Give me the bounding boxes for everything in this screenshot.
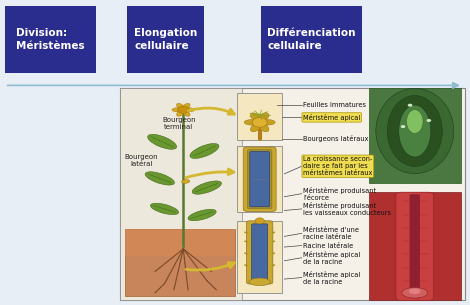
FancyBboxPatch shape: [237, 93, 282, 140]
FancyBboxPatch shape: [247, 150, 272, 209]
FancyBboxPatch shape: [261, 6, 362, 73]
Ellipse shape: [184, 108, 195, 112]
Ellipse shape: [259, 124, 269, 132]
Text: La croissance secon-
daire se fait par les
méristèmes latéraux: La croissance secon- daire se fait par l…: [303, 156, 373, 176]
Circle shape: [255, 218, 264, 224]
Ellipse shape: [259, 113, 269, 121]
FancyBboxPatch shape: [246, 221, 273, 284]
FancyBboxPatch shape: [410, 194, 420, 298]
Ellipse shape: [402, 287, 428, 298]
Ellipse shape: [251, 124, 260, 132]
Text: Méristème d'une
racine latérale: Méristème d'une racine latérale: [303, 227, 359, 240]
FancyBboxPatch shape: [369, 88, 461, 183]
Text: Bourgeon
latéral: Bourgeon latéral: [125, 154, 158, 167]
FancyBboxPatch shape: [127, 6, 204, 73]
Ellipse shape: [192, 181, 221, 194]
Ellipse shape: [261, 120, 275, 125]
Text: Méristème apical
de la racine: Méristème apical de la racine: [303, 251, 360, 265]
FancyBboxPatch shape: [250, 152, 270, 207]
FancyBboxPatch shape: [125, 229, 235, 296]
Ellipse shape: [244, 120, 258, 125]
Ellipse shape: [387, 95, 442, 167]
Circle shape: [252, 117, 267, 127]
Text: Méristème apical: Méristème apical: [303, 114, 360, 121]
FancyBboxPatch shape: [5, 6, 96, 73]
Text: Méristème apical
de la racine: Méristème apical de la racine: [303, 271, 360, 285]
Ellipse shape: [183, 103, 190, 109]
FancyBboxPatch shape: [120, 88, 465, 300]
FancyBboxPatch shape: [243, 147, 276, 211]
Circle shape: [427, 119, 431, 122]
Ellipse shape: [150, 203, 179, 215]
Text: Méristème produisant
l'écorce: Méristème produisant l'écorce: [303, 187, 376, 201]
Ellipse shape: [376, 88, 454, 174]
Text: Racine latérale: Racine latérale: [303, 242, 353, 249]
Ellipse shape: [188, 209, 216, 221]
Text: Bourgeon
terminal: Bourgeon terminal: [162, 117, 196, 130]
Ellipse shape: [183, 110, 190, 116]
Text: Division:
Méristèmes: Division: Méristèmes: [16, 28, 85, 51]
Ellipse shape: [145, 172, 174, 185]
Ellipse shape: [190, 144, 219, 158]
Ellipse shape: [249, 278, 271, 285]
FancyBboxPatch shape: [396, 192, 433, 300]
Ellipse shape: [181, 180, 190, 183]
Text: Méristème produisant
les vaisseaux conducteurs: Méristème produisant les vaisseaux condu…: [303, 202, 391, 216]
FancyBboxPatch shape: [125, 229, 235, 256]
Text: Différenciation
cellulaire: Différenciation cellulaire: [267, 28, 356, 51]
Ellipse shape: [407, 110, 423, 133]
Ellipse shape: [399, 105, 431, 157]
Ellipse shape: [172, 108, 182, 112]
FancyBboxPatch shape: [252, 224, 268, 281]
FancyBboxPatch shape: [369, 192, 461, 300]
Text: Elongation
cellulaire: Elongation cellulaire: [134, 28, 197, 51]
Circle shape: [178, 106, 189, 113]
Text: Bourgeons latéraux: Bourgeons latéraux: [303, 135, 368, 142]
Ellipse shape: [177, 103, 184, 109]
Circle shape: [400, 125, 406, 128]
FancyBboxPatch shape: [237, 221, 282, 293]
Ellipse shape: [177, 110, 184, 116]
Circle shape: [408, 104, 413, 107]
Text: Feuilles immatures: Feuilles immatures: [303, 102, 366, 108]
Ellipse shape: [251, 113, 260, 121]
FancyBboxPatch shape: [120, 88, 242, 300]
Ellipse shape: [148, 135, 177, 149]
FancyBboxPatch shape: [237, 146, 282, 212]
Ellipse shape: [409, 289, 421, 294]
